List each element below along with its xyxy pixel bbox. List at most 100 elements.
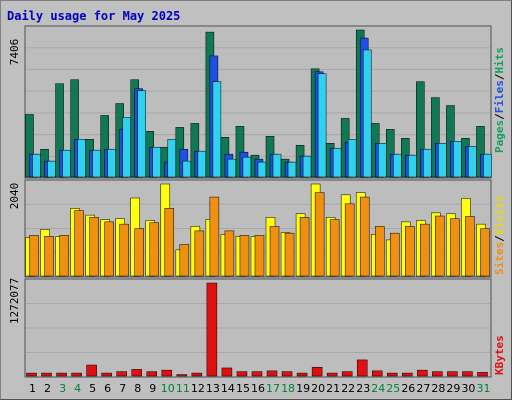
x-label-day-1: 1	[29, 382, 36, 395]
bar-kbytes-day-1	[26, 372, 37, 377]
bar-sites-day-24	[374, 226, 385, 277]
bar-kbytes-day-29	[447, 371, 458, 377]
x-label-day-22: 22	[341, 382, 355, 395]
legend-pages: Pages	[493, 120, 506, 153]
bar-kbytes-day-16	[251, 371, 263, 377]
bar-hits-day-3	[62, 149, 71, 178]
bar-sites-day-31	[480, 228, 490, 277]
bar-kbytes-day-15	[236, 371, 248, 377]
x-label-day-24: 24	[371, 382, 385, 395]
x-label-day-19: 19	[296, 382, 310, 395]
bar-sites-day-25	[390, 232, 400, 277]
x-label-day-20: 20	[311, 382, 325, 395]
bar-sites-day-20	[314, 192, 325, 277]
bar-hits-day-21	[332, 147, 342, 178]
legend-visits-panel: Sites/Visits	[493, 196, 506, 276]
bar-hits-day-2	[47, 160, 56, 178]
bar-hits-day-29	[453, 141, 462, 178]
bar-sites-day-1	[29, 235, 39, 277]
bar-hits-day-10	[167, 139, 177, 178]
bar-hits-day-16	[257, 161, 267, 178]
bar-sites-day-9	[149, 222, 160, 277]
bar-sites-day-17	[269, 226, 280, 277]
bar-sites-day-13	[209, 196, 220, 277]
bar-kbytes-day-26	[402, 372, 413, 377]
bar-hits-day-6	[107, 148, 116, 178]
bar-hits-day-26	[408, 154, 417, 178]
x-label-day-16: 16	[251, 382, 265, 395]
legend-sep-1: /	[493, 113, 506, 120]
bar-kbytes-day-25	[387, 372, 398, 377]
bar-sites-day-22	[344, 203, 355, 277]
bar-sites-day-6	[104, 221, 114, 277]
x-label-day-17: 17	[266, 382, 280, 395]
bar-hits-day-1	[32, 153, 41, 178]
bar-hits-day-22	[347, 139, 357, 178]
bar-sites-day-5	[89, 217, 99, 277]
bar-sites-day-14	[224, 230, 235, 277]
bar-sites-day-30	[465, 216, 475, 277]
legend-hits: Hits	[493, 47, 506, 74]
bar-hits-day-12	[197, 150, 207, 178]
bar-hits-day-27	[423, 148, 432, 178]
bar-kbytes-day-17	[266, 370, 278, 377]
y-max-label-visits: 2040	[8, 183, 21, 210]
bar-kbytes-day-8	[131, 369, 142, 377]
x-label-day-6: 6	[104, 382, 111, 395]
legend-sep-3: /	[493, 235, 506, 242]
x-label-day-26: 26	[401, 382, 415, 395]
x-label-day-21: 21	[326, 382, 340, 395]
bar-kbytes-day-24	[371, 370, 383, 377]
bar-kbytes-day-31	[477, 372, 488, 377]
bar-hits-day-8	[137, 90, 146, 178]
bar-hits-day-11	[182, 160, 192, 178]
chart-title: Daily usage for May 2025	[7, 9, 181, 23]
bar-hits-day-25	[393, 153, 402, 178]
x-label-day-5: 5	[89, 382, 96, 395]
legend-sep-2: /	[493, 73, 506, 80]
y-max-label-kbytes: 1272077	[8, 278, 21, 324]
bar-kbytes-day-5	[86, 364, 97, 377]
bar-kbytes-day-22	[341, 371, 353, 377]
bar-kbytes-day-2	[41, 372, 52, 377]
x-label-day-15: 15	[236, 382, 250, 395]
bar-sites-day-28	[435, 215, 445, 277]
x-label-day-11: 11	[176, 382, 190, 395]
x-label-day-23: 23	[356, 382, 370, 395]
bar-sites-day-3	[59, 235, 69, 277]
bar-kbytes-day-21	[326, 372, 338, 377]
x-label-day-29: 29	[446, 382, 460, 395]
bar-sites-day-10	[164, 208, 175, 277]
x-label-day-31: 31	[476, 382, 490, 395]
bar-kbytes-day-11	[176, 374, 188, 377]
y-max-label-hits: 7406	[8, 39, 21, 66]
x-label-day-13: 13	[206, 382, 220, 395]
bar-kbytes-day-9	[146, 371, 158, 377]
x-label-day-28: 28	[431, 382, 445, 395]
bar-sites-day-11	[179, 244, 190, 277]
bar-kbytes-day-7	[116, 371, 127, 377]
bar-hits-day-4	[77, 139, 86, 178]
x-label-day-30: 30	[461, 382, 475, 395]
x-label-day-18: 18	[281, 382, 295, 395]
x-label-day-9: 9	[149, 382, 156, 395]
bar-kbytes-day-27	[417, 369, 428, 377]
legend-kbytes: KBytes	[493, 335, 506, 375]
x-label-day-8: 8	[134, 382, 141, 395]
bar-hits-day-14	[227, 158, 237, 178]
bar-hits-day-18	[287, 161, 297, 178]
x-label-day-25: 25	[386, 382, 400, 395]
bar-kbytes-day-18	[281, 371, 293, 377]
bar-sites-day-7	[119, 223, 129, 277]
bar-sites-day-15	[239, 235, 250, 277]
x-label-day-7: 7	[119, 382, 126, 395]
bar-sites-day-26	[405, 226, 415, 277]
bar-sites-day-4	[74, 210, 84, 277]
bar-kbytes-day-10	[161, 369, 173, 377]
bar-hits-day-13	[212, 81, 222, 178]
bar-kbytes-day-6	[101, 372, 112, 377]
legend-hits-panel: Pages/Files/Hits	[493, 47, 506, 153]
x-label-day-2: 2	[44, 382, 51, 395]
bar-hits-day-7	[122, 117, 131, 178]
